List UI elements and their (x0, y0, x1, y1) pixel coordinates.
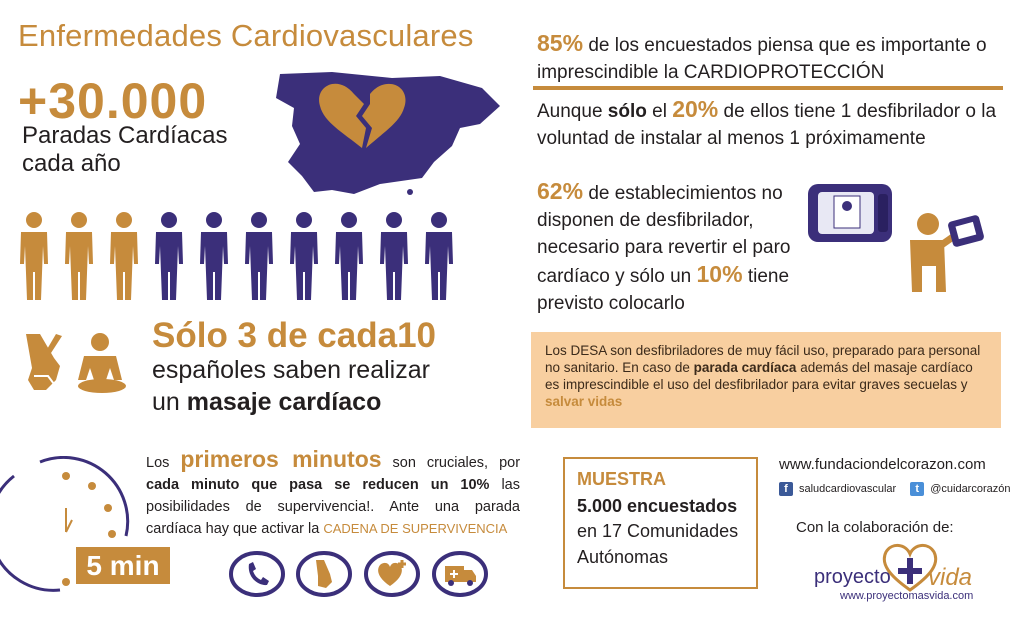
logo-word1: proyecto (814, 566, 891, 588)
person-defib-icon (910, 213, 984, 292)
facebook-handle[interactable]: saludcardiovascular (799, 483, 897, 495)
stat-85-value: 85% (537, 30, 584, 56)
facebook-icon[interactable]: f (779, 482, 793, 496)
espan-un: un (152, 388, 180, 416)
twitter-icon[interactable]: t (910, 482, 925, 496)
phone-icon (229, 551, 285, 597)
person-icon (65, 212, 93, 300)
espan-line2: un masaje cardíaco (152, 386, 482, 418)
cadena-text: CADENA DE SUPERVIVENCIA (323, 521, 508, 536)
solo-stat: Sólo 3 de cada10 (152, 316, 437, 355)
person-icon (425, 212, 453, 300)
muestra-title: MUESTRA (577, 469, 666, 489)
minutes-text: Los primeros minutos son cruciales, por … (146, 446, 521, 538)
muestra-line2: en 17 Comunidades (577, 521, 739, 541)
defibrillator-icon (808, 184, 892, 242)
twitter-handle[interactable]: @cuidarcorazón (930, 483, 1011, 495)
social-links: f saludcardiovascular t @cuidarcorazón (779, 482, 1010, 496)
heart-plus-icon (364, 551, 420, 597)
person-icon (245, 212, 273, 300)
espan-bold: masaje cardíaco (186, 388, 382, 416)
primeros-minutos: primeros minutos (180, 446, 382, 472)
subtitle-line2: cada año (22, 150, 121, 177)
page-title: Enfermedades Cardiovasculares (18, 18, 474, 53)
divider (533, 86, 1003, 90)
subtitle-line1: Paradas Cardíacas (22, 122, 228, 149)
person-icon (290, 212, 318, 300)
espan-line1: españoles saben realizar (152, 356, 430, 384)
espan-text: españoles saben realizar un masaje cardí… (152, 354, 482, 418)
subtitle: Paradas Cardíacas cada año (22, 122, 262, 178)
stat-20: Aunque sólo el 20% de ellos tiene 1 desf… (537, 96, 997, 149)
desa-bold1: parada cardíaca (693, 360, 797, 375)
muestra-count: 5.000 encuestados (577, 496, 738, 516)
cpr-icon (78, 333, 126, 393)
stat-85: 85% de los encuestados piensa que es imp… (537, 30, 987, 83)
logo-url[interactable]: www.proyectomasvida.com (840, 590, 974, 602)
stat-10-value: 10% (696, 261, 743, 287)
cpr-hands-icon (296, 551, 352, 597)
person-icon (110, 212, 138, 300)
person-icon (380, 212, 408, 300)
person-icon (200, 212, 228, 300)
muestra-line3: Autónomas (577, 547, 669, 567)
logo-word2: vida (928, 564, 973, 591)
desa-box: Los DESA son desfibriladores de muy fáci… (531, 332, 1001, 428)
ambulance-icon (432, 551, 488, 597)
people-row (20, 212, 453, 300)
spain-map-icon (276, 72, 500, 195)
colab-label: Con la colaboración de: (796, 519, 954, 536)
muestra-box: MUESTRA 5.000 encuestados en 17 Comunida… (563, 457, 758, 589)
hands-icon (26, 334, 62, 390)
person-icon (20, 212, 48, 300)
big-number: +30.000 (18, 73, 208, 129)
stat-62: 62% de establecimientos no disponen de d… (537, 178, 791, 314)
proyecto-vida-logo: proyecto vida www.proyectomasvida.com (810, 540, 1000, 606)
person-icon (335, 212, 363, 300)
website-link[interactable]: www.fundaciondelcorazon.com (779, 456, 986, 473)
heart-cross-icon (882, 544, 938, 592)
stat-20-value: 20% (672, 96, 719, 122)
person-icon (155, 212, 183, 300)
minutes-bold: cada minuto que pasa se reducen un 10% (146, 477, 490, 493)
five-min-badge: 5 min (76, 547, 170, 584)
stat-62-value: 62% (537, 178, 584, 204)
desa-bold2: salvar vidas (545, 394, 623, 409)
